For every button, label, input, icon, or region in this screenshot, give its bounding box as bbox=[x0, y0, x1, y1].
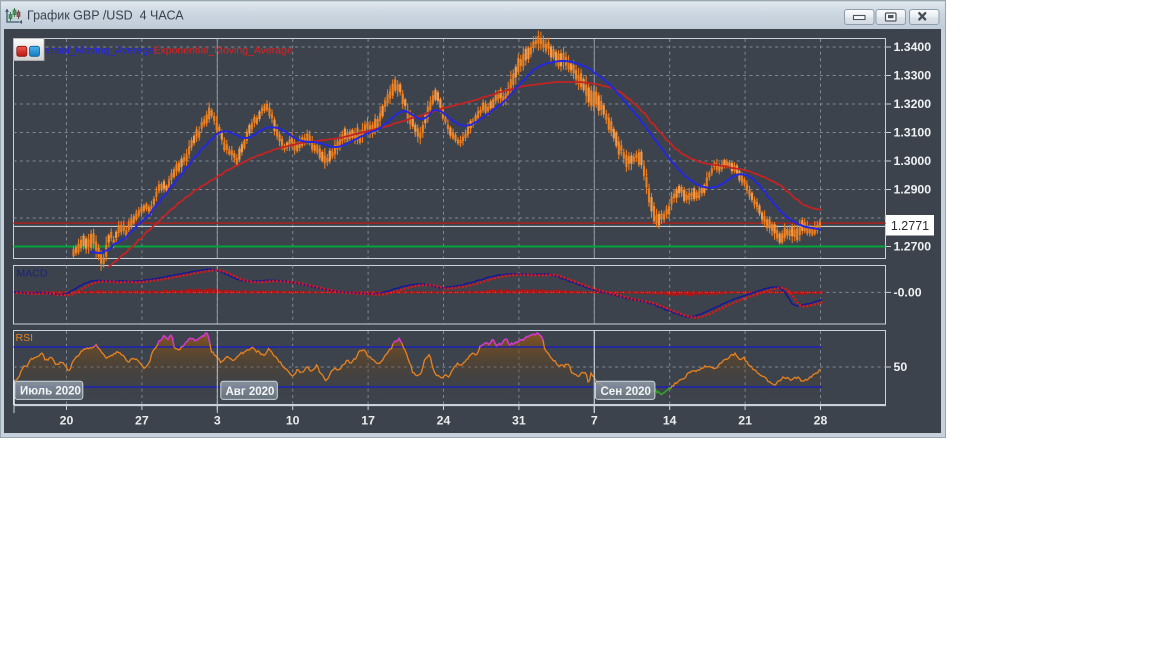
svg-text:1.3100: 1.3100 bbox=[894, 126, 932, 140]
svg-text:График GBP /USD 4 ЧАСА: График GBP /USD 4 ЧАСА bbox=[27, 9, 184, 23]
svg-text:10: 10 bbox=[286, 414, 300, 428]
svg-text:1.2771: 1.2771 bbox=[891, 219, 929, 233]
svg-text:Exponential_Moving_Average: Exponential_Moving_Average bbox=[154, 45, 293, 57]
svg-text:21: 21 bbox=[738, 414, 752, 428]
svg-text:1.3000: 1.3000 bbox=[894, 154, 932, 168]
svg-text:1.2700: 1.2700 bbox=[894, 240, 932, 254]
svg-text:Июль 2020: Июль 2020 bbox=[20, 386, 81, 398]
svg-text:Авг 2020: Авг 2020 bbox=[226, 386, 275, 398]
svg-text:1.3400: 1.3400 bbox=[894, 40, 932, 54]
svg-text:7: 7 bbox=[591, 414, 598, 428]
svg-text:-0.00: -0.00 bbox=[894, 286, 922, 300]
svg-text:MACD: MACD bbox=[17, 268, 48, 280]
svg-text:27: 27 bbox=[135, 414, 149, 428]
svg-text:31: 31 bbox=[512, 414, 526, 428]
svg-text:1.3300: 1.3300 bbox=[894, 69, 932, 83]
svg-text:ential_Moving_Average: ential_Moving_Average bbox=[45, 45, 155, 57]
svg-text:50: 50 bbox=[894, 360, 908, 374]
svg-text:28: 28 bbox=[814, 414, 828, 428]
svg-text:1.2900: 1.2900 bbox=[894, 183, 932, 197]
svg-text:14: 14 bbox=[663, 414, 677, 428]
svg-text:3: 3 bbox=[214, 414, 221, 428]
svg-text:RSI: RSI bbox=[16, 332, 34, 344]
svg-text:Сен 2020: Сен 2020 bbox=[601, 386, 651, 398]
svg-text:20: 20 bbox=[60, 414, 74, 428]
svg-text:1.3200: 1.3200 bbox=[894, 97, 932, 111]
svg-text:24: 24 bbox=[437, 414, 451, 428]
svg-text:17: 17 bbox=[361, 414, 375, 428]
